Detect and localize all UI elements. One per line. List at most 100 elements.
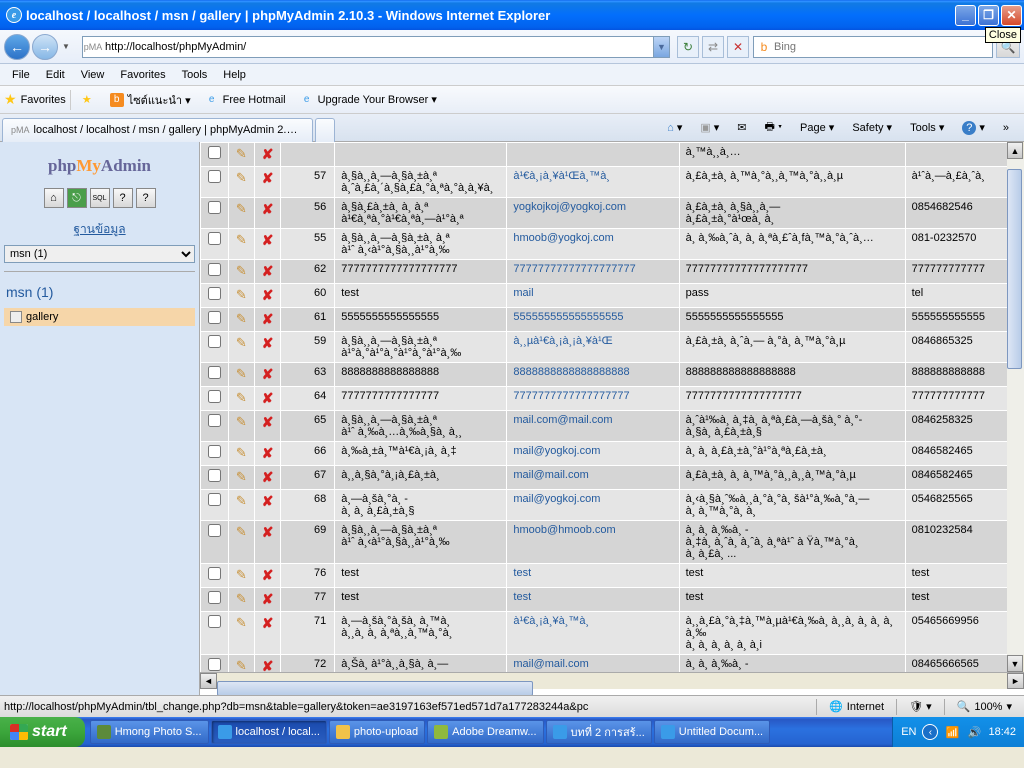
taskbar-item[interactable]: photo-upload — [329, 720, 425, 744]
delete-icon[interactable]: ✘ — [262, 287, 274, 303]
forward-button[interactable]: → — [32, 34, 58, 60]
delete-icon[interactable]: ✘ — [262, 366, 274, 382]
maximize-button[interactable]: ❐ — [978, 5, 999, 26]
favorites-star-icon[interactable]: ★ — [4, 91, 17, 108]
row-checkbox[interactable] — [208, 311, 221, 324]
address-bar[interactable]: pMA ▼ — [82, 36, 670, 58]
delete-icon[interactable]: ✘ — [262, 493, 274, 509]
tray-volume-icon[interactable]: 🔊 — [966, 724, 982, 740]
new-tab-button[interactable] — [315, 118, 335, 142]
menu-tools[interactable]: Tools — [174, 67, 216, 83]
edit-icon[interactable]: ✎ — [236, 366, 247, 381]
scroll-left[interactable]: ◄ — [200, 673, 217, 689]
row-checkbox[interactable] — [208, 524, 221, 537]
delete-icon[interactable]: ✘ — [262, 201, 274, 217]
delete-icon[interactable]: ✘ — [262, 390, 274, 406]
delete-icon[interactable]: ✘ — [262, 591, 274, 607]
edit-icon[interactable]: ✎ — [236, 493, 247, 508]
nav-history-dropdown[interactable]: ▼ — [60, 42, 72, 51]
edit-icon[interactable]: ✎ — [236, 311, 247, 326]
sidebar-exit-button[interactable]: ⎋ — [67, 188, 87, 208]
taskbar-item[interactable]: Adobe Dreamw... — [427, 720, 543, 744]
help-button[interactable]: ?▾ — [955, 118, 992, 138]
edit-icon[interactable]: ✎ — [236, 567, 247, 582]
row-checkbox[interactable] — [208, 658, 221, 671]
edit-icon[interactable]: ✎ — [236, 390, 247, 405]
clock[interactable]: 18:42 — [988, 726, 1016, 738]
edit-icon[interactable]: ✎ — [236, 469, 247, 484]
menu-edit[interactable]: Edit — [38, 67, 73, 83]
edit-icon[interactable]: ✎ — [236, 170, 247, 185]
sidebar-docs-button[interactable]: ? — [113, 188, 133, 208]
sidebar-sql-button[interactable]: SQL — [90, 188, 110, 208]
database-select[interactable]: msn (1) — [4, 245, 195, 263]
edit-icon[interactable]: ✎ — [236, 263, 247, 278]
row-checkbox[interactable] — [208, 335, 221, 348]
search-bar[interactable]: b — [753, 36, 993, 58]
row-checkbox[interactable] — [208, 263, 221, 276]
readmail-button[interactable]: ✉ — [730, 118, 753, 137]
taskbar-item[interactable]: Hmong Photo S... — [90, 720, 209, 744]
system-tray[interactable]: EN ‹ 📶 🔊 18:42 — [892, 717, 1024, 747]
hscroll-thumb[interactable] — [217, 681, 533, 695]
page-menu[interactable]: Page ▾ — [793, 118, 841, 137]
favbar-item-3[interactable]: eUpgrade Your Browser ▾ — [293, 90, 444, 110]
tray-network-icon[interactable]: 📶 — [944, 724, 960, 740]
menu-help[interactable]: Help — [215, 67, 254, 83]
favbar-addfav[interactable]: ★ — [75, 90, 103, 109]
delete-icon[interactable]: ✘ — [262, 524, 274, 540]
tools-menu[interactable]: Tools ▾ — [903, 118, 951, 137]
row-checkbox[interactable] — [208, 287, 221, 300]
back-button[interactable]: ← — [4, 34, 30, 60]
delete-icon[interactable]: ✘ — [262, 658, 274, 672]
scroll-down[interactable]: ▼ — [1007, 655, 1023, 672]
favbar-item-2[interactable]: eFree Hotmail — [198, 90, 293, 110]
edit-icon[interactable]: ✎ — [236, 658, 247, 672]
address-dropdown[interactable]: ▼ — [653, 37, 669, 57]
feeds-button[interactable]: ▣▾ — [693, 118, 726, 137]
start-button[interactable]: start — [0, 717, 85, 747]
taskbar-item[interactable]: Untitled Docum... — [654, 720, 770, 744]
menu-favorites[interactable]: Favorites — [112, 67, 173, 83]
scroll-right[interactable]: ► — [1007, 673, 1024, 689]
protected-mode[interactable]: 🛡 ▾ — [901, 700, 940, 713]
edit-icon[interactable]: ✎ — [236, 591, 247, 606]
minimize-button[interactable]: _ — [955, 5, 976, 26]
delete-icon[interactable]: ✘ — [262, 263, 274, 279]
favbar-item-1[interactable]: bไซต์แนะนำ ▾ — [103, 88, 198, 112]
row-checkbox[interactable] — [208, 615, 221, 628]
menu-view[interactable]: View — [73, 67, 113, 83]
safety-menu[interactable]: Safety ▾ — [845, 118, 899, 137]
row-checkbox[interactable] — [208, 567, 221, 580]
expand-button[interactable]: » — [996, 119, 1016, 137]
scroll-up[interactable]: ▲ — [1007, 142, 1023, 159]
delete-icon[interactable]: ✘ — [262, 311, 274, 327]
table-link[interactable]: gallery — [4, 308, 195, 326]
edit-icon[interactable]: ✎ — [236, 445, 247, 460]
vertical-scrollbar[interactable]: ▲ ▼ — [1007, 142, 1024, 672]
tray-expand-icon[interactable]: ‹ — [922, 724, 938, 740]
vscroll-thumb[interactable] — [1007, 169, 1022, 369]
edit-icon[interactable]: ✎ — [236, 414, 247, 429]
delete-icon[interactable]: ✘ — [262, 335, 274, 351]
row-checkbox[interactable] — [208, 201, 221, 214]
home-button[interactable]: ⌂▾ — [660, 118, 689, 137]
compat-button[interactable]: ⇄ — [702, 36, 724, 58]
edit-icon[interactable]: ✎ — [236, 146, 247, 161]
delete-icon[interactable]: ✘ — [262, 232, 274, 248]
delete-icon[interactable]: ✘ — [262, 615, 274, 631]
row-checkbox[interactable] — [208, 414, 221, 427]
row-checkbox[interactable] — [208, 366, 221, 379]
print-button[interactable]: 🖶 ▾ — [758, 115, 790, 140]
close-button[interactable]: ✕ — [1001, 5, 1022, 26]
menu-file[interactable]: File — [4, 67, 38, 83]
row-checkbox[interactable] — [208, 469, 221, 482]
row-checkbox[interactable] — [208, 146, 221, 159]
browser-tab[interactable]: pMA localhost / localhost / msn / galler… — [2, 118, 313, 142]
search-input[interactable] — [774, 41, 992, 53]
favorites-label[interactable]: Favorites — [21, 94, 66, 106]
delete-icon[interactable]: ✘ — [262, 414, 274, 430]
edit-icon[interactable]: ✎ — [236, 232, 247, 247]
row-checkbox[interactable] — [208, 170, 221, 183]
row-checkbox[interactable] — [208, 390, 221, 403]
